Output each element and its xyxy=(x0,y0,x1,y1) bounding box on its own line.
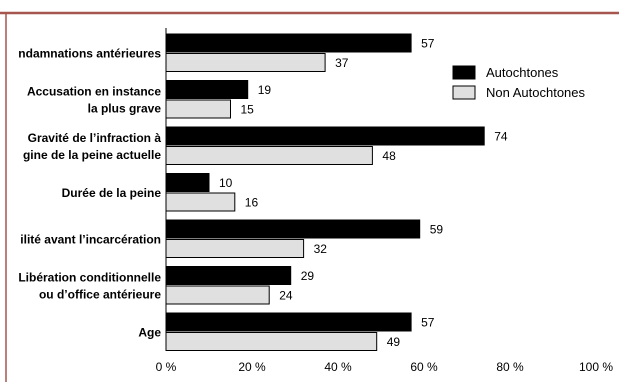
category-label: ndamnations antérieures xyxy=(18,46,161,60)
x-tick-label: 80 % xyxy=(496,360,524,374)
bar-autochtones xyxy=(165,33,412,53)
legend-swatch xyxy=(452,85,476,100)
category-label: ou d’office antérieure xyxy=(39,287,161,301)
bar-non-autochtones xyxy=(165,53,326,72)
data-label: 16 xyxy=(245,196,259,210)
x-tick-label: 40 % xyxy=(324,360,352,374)
bar-autochtones xyxy=(165,219,421,239)
legend-label: Autochtones xyxy=(486,65,559,80)
bar-autochtones xyxy=(165,173,210,192)
category-label: Accusation en instance xyxy=(27,84,161,98)
data-label: 57 xyxy=(421,37,435,51)
bar-non-autochtones xyxy=(165,285,270,305)
bar-autochtones xyxy=(165,126,485,146)
data-label: 74 xyxy=(494,130,508,144)
data-label: 10 xyxy=(219,176,233,190)
data-label: 59 xyxy=(430,223,444,237)
data-label: 37 xyxy=(335,56,349,70)
x-tick-label: 20 % xyxy=(238,360,266,374)
data-label: 19 xyxy=(258,83,272,97)
category-label: ilité avant l’incarcération xyxy=(20,232,161,246)
data-label: 49 xyxy=(387,335,401,349)
category-label: Libération conditionnelle xyxy=(18,270,161,284)
data-label: 29 xyxy=(301,269,315,283)
category-label: Gravité de l’infraction à xyxy=(28,131,162,145)
bar-non-autochtones xyxy=(165,332,378,351)
x-tick-label: 0 % xyxy=(156,360,177,374)
data-label: 48 xyxy=(382,149,396,163)
category-label: la plus grave xyxy=(88,101,162,115)
data-label: 32 xyxy=(314,242,328,256)
bar-non-autochtones xyxy=(165,146,373,165)
x-tick-label: 60 % xyxy=(410,360,438,374)
bar-autochtones xyxy=(165,266,292,285)
data-label: 24 xyxy=(279,289,293,303)
x-tick-label: 100 % xyxy=(579,360,613,374)
category-label: Age xyxy=(138,325,161,339)
category-label: gine de la peine actuelle xyxy=(23,148,161,162)
data-label: 15 xyxy=(241,103,255,117)
legend-swatch xyxy=(452,65,476,80)
data-label: 57 xyxy=(421,316,435,330)
bar-non-autochtones xyxy=(165,192,236,212)
bar-autochtones xyxy=(165,312,412,332)
bar-non-autochtones xyxy=(165,239,305,258)
bar-non-autochtones xyxy=(165,99,231,119)
legend-label: Non Autochtones xyxy=(486,85,586,100)
category-label: Durée de la peine xyxy=(62,186,162,200)
bar-autochtones xyxy=(165,80,249,99)
